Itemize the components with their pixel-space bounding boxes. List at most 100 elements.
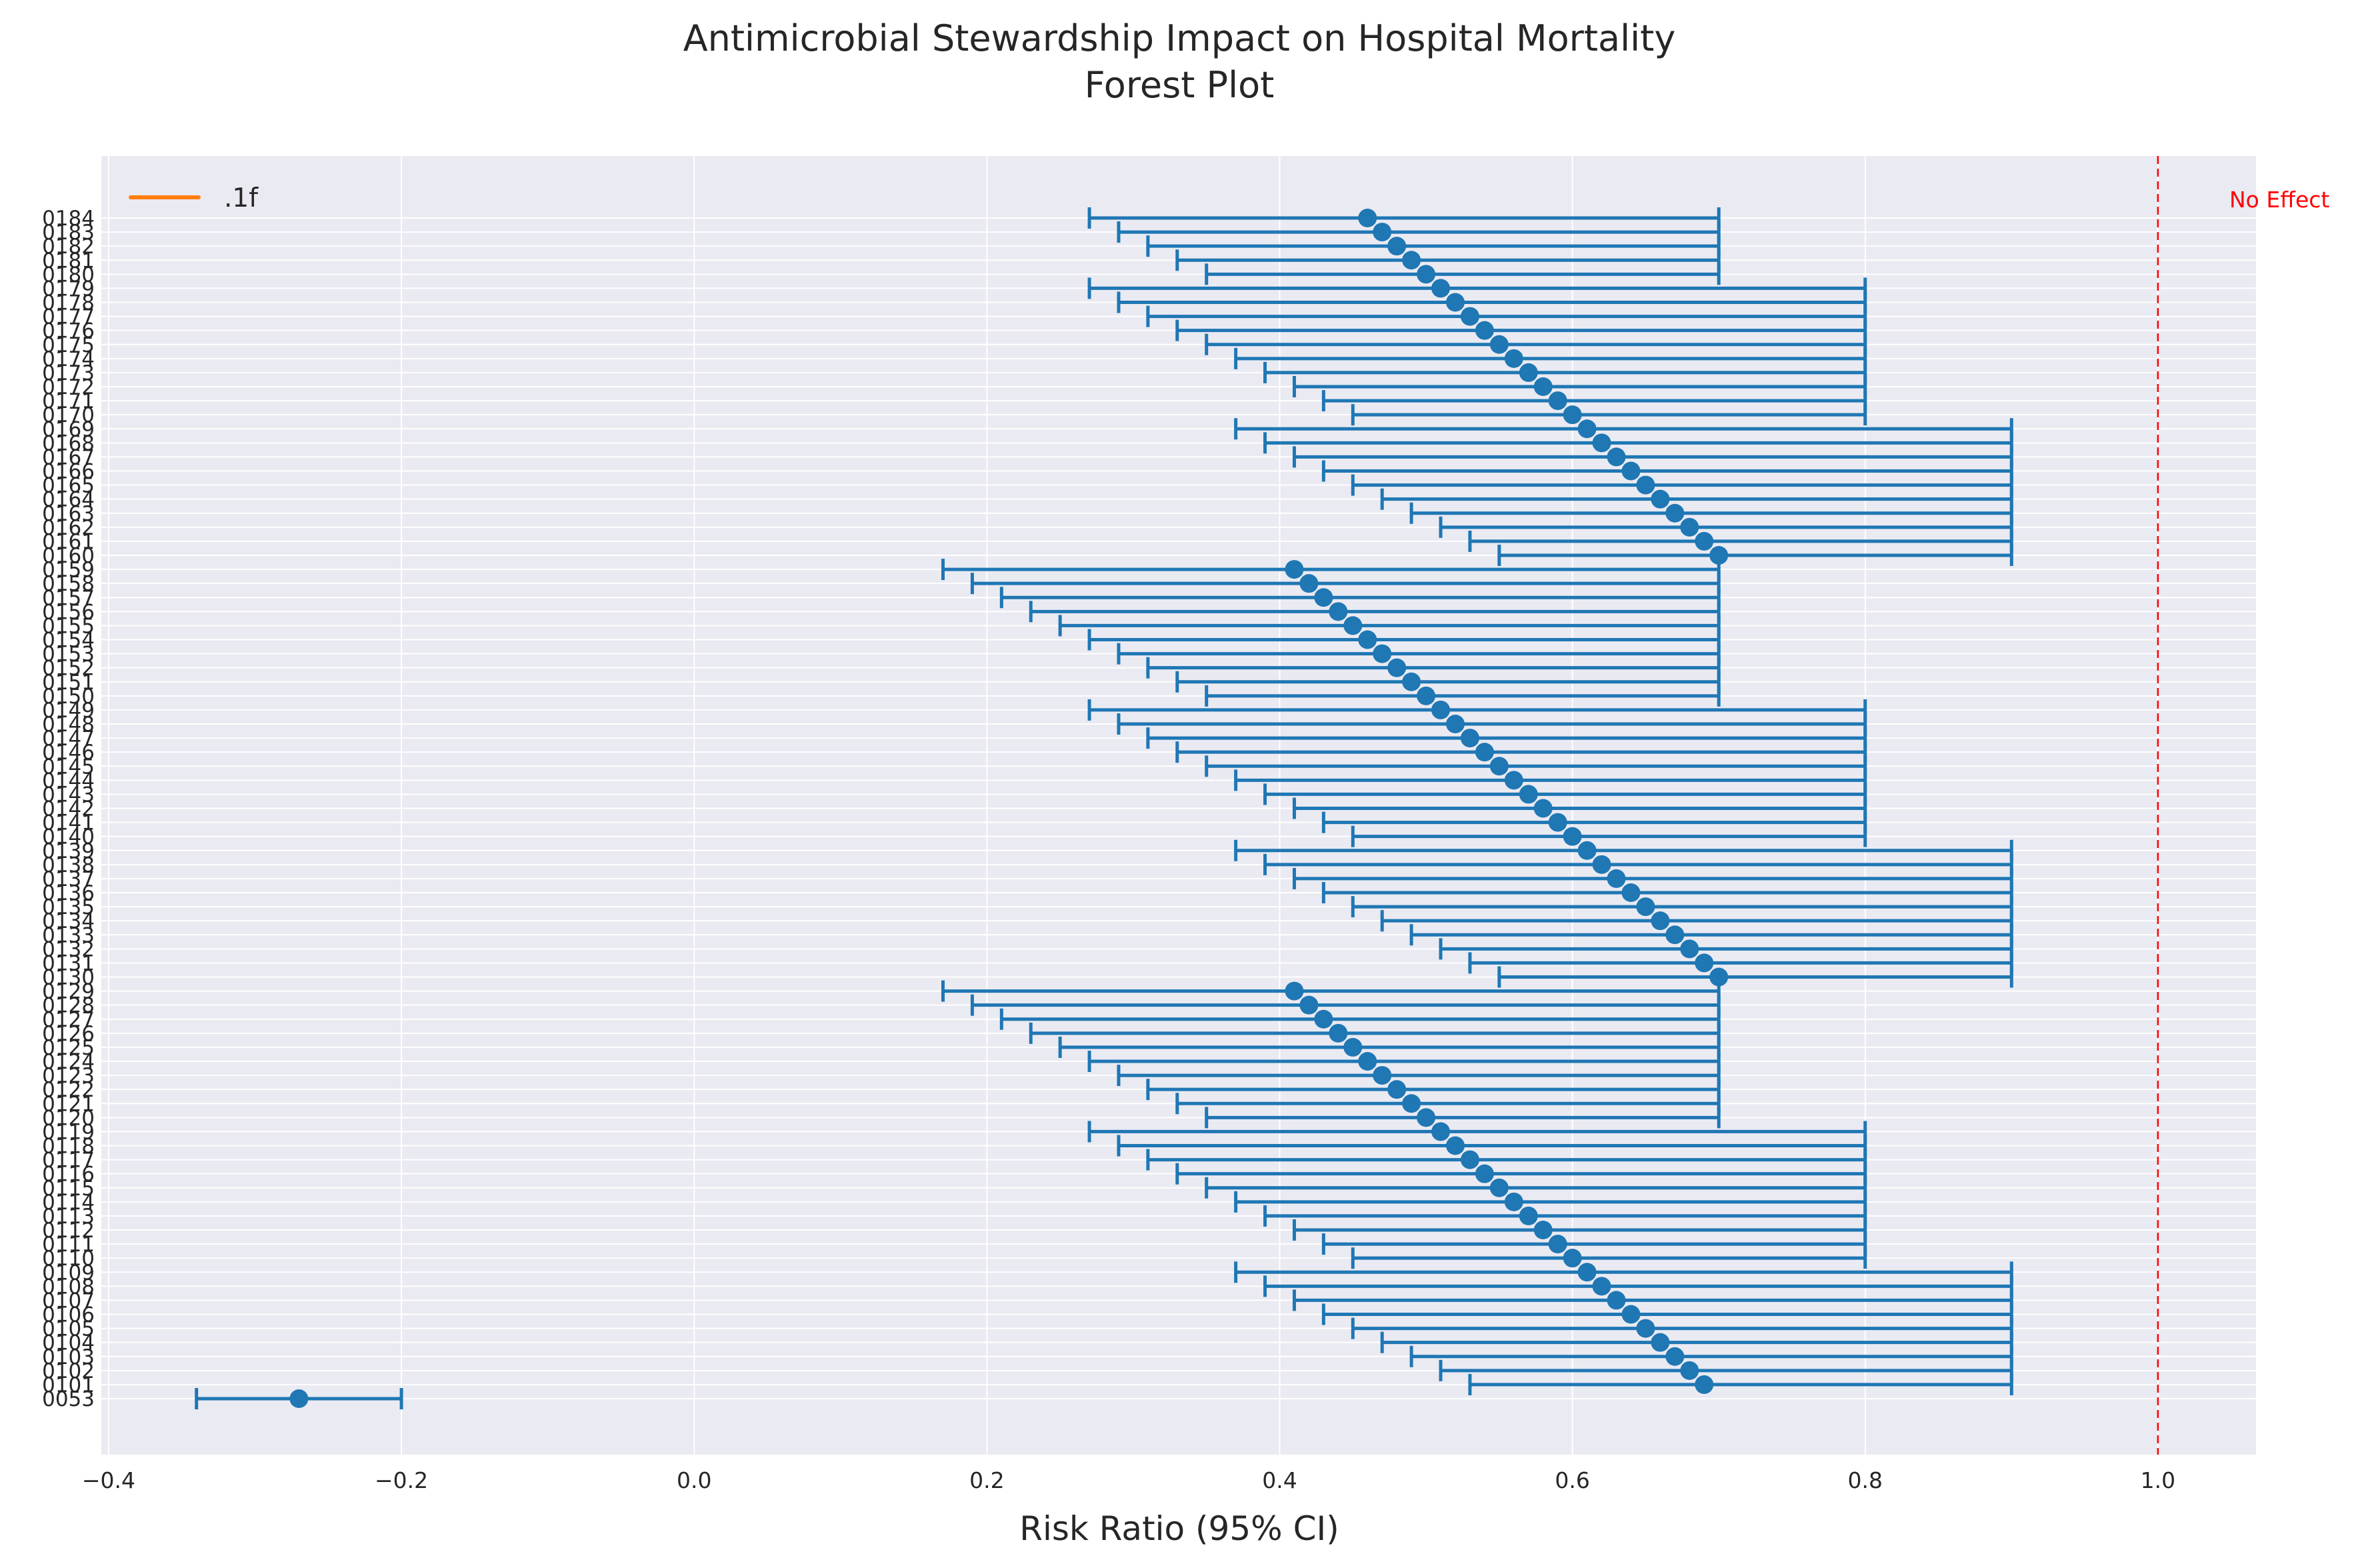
study-0164: [1380, 488, 2013, 510]
x-tick-label: 0.4: [1262, 1467, 1297, 1493]
point-estimate: [1665, 503, 1685, 523]
point-estimate: [1592, 433, 1611, 453]
study-0172: [1292, 376, 1867, 397]
point-estimate: [1475, 1164, 1494, 1183]
point-estimate: [1402, 1094, 1421, 1113]
y-tick-label: 0179: [42, 277, 95, 301]
y-tick-label: 0135: [42, 895, 95, 919]
y-tick-label: 0123: [42, 1064, 95, 1088]
y-tick-label: 0157: [42, 586, 95, 610]
point-estimate: [1563, 1249, 1582, 1268]
y-tick-label: 0107: [42, 1289, 95, 1313]
x-tick-label: −0.2: [375, 1467, 428, 1493]
y-tick-label: 0152: [42, 657, 95, 681]
study-0176: [1175, 319, 1867, 341]
point-estimate: [1636, 475, 1655, 495]
point-estimate: [1387, 237, 1407, 256]
chart-title-line-1: Antimicrobial Stewardship Impact on Hosp…: [683, 17, 1676, 59]
y-tick-label: 0170: [42, 403, 95, 427]
plot-area-background: [101, 156, 2256, 1455]
point-estimate: [1533, 377, 1553, 396]
point-estimate: [1445, 715, 1465, 733]
study-0181: [1175, 249, 1721, 271]
x-tick-label: 0.2: [969, 1467, 1004, 1493]
y-tick-label: 0116: [42, 1163, 95, 1187]
study-0127: [999, 1008, 1721, 1030]
study-0171: [1321, 390, 1867, 412]
point-estimate: [1504, 349, 1523, 368]
y-tick-label: 0124: [42, 1050, 95, 1074]
point-estimate: [1577, 1263, 1597, 1282]
legend-entry-label: .1f: [224, 183, 259, 213]
y-tick-label: 0178: [42, 291, 95, 315]
y-tick-label: 0142: [42, 797, 95, 821]
y-tick-label: 0172: [42, 375, 95, 399]
y-tick-label: 0171: [42, 389, 95, 413]
study-0158: [970, 573, 1721, 595]
y-tick-label: 0110: [42, 1247, 95, 1271]
study-0104: [1380, 1331, 2013, 1353]
y-tick-label: 0106: [42, 1303, 95, 1327]
point-estimate: [1299, 574, 1319, 593]
y-tick-label: 0121: [42, 1092, 95, 1116]
point-estimate: [1709, 967, 1729, 987]
study-0107: [1292, 1289, 2013, 1311]
point-estimate: [1417, 265, 1436, 284]
point-estimate: [1695, 1375, 1714, 1394]
point-estimate: [1343, 616, 1363, 635]
x-tick-label: 0.0: [677, 1467, 711, 1493]
point-estimate: [1636, 897, 1655, 917]
point-estimate: [1519, 363, 1538, 382]
y-tick-label: 0102: [42, 1359, 95, 1383]
y-tick-label: 0147: [42, 727, 95, 751]
study-0154: [1087, 629, 1721, 651]
y-tick-label: 0167: [42, 445, 95, 469]
y-tick-label: 0133: [42, 923, 95, 947]
study-0162: [1439, 516, 2013, 538]
point-estimate: [1475, 321, 1494, 340]
y-tick-label: 0132: [42, 937, 95, 961]
y-tick-labels: 0053010101020103010401050106010701080109…: [42, 207, 95, 1411]
point-estimate: [1665, 1347, 1685, 1366]
y-tick-label: 0149: [42, 699, 95, 723]
study-0161: [1468, 530, 2013, 552]
point-estimate: [1592, 855, 1611, 874]
legend: .1f: [129, 183, 259, 213]
y-tick-label: 0125: [42, 1036, 95, 1060]
point-estimate: [1343, 1037, 1363, 1057]
study-0174: [1234, 347, 1867, 369]
point-estimate: [1665, 925, 1685, 945]
y-tick-label: 0143: [42, 783, 95, 807]
y-tick-label: 0136: [42, 881, 95, 905]
study-0135: [1351, 896, 2013, 918]
y-tick-label: 0105: [42, 1317, 95, 1341]
study-0147: [1146, 727, 1867, 749]
study-0119: [1087, 1121, 1867, 1143]
point-estimate: [1460, 1150, 1479, 1169]
point-estimate: [1519, 785, 1538, 804]
y-tick-label: 0140: [42, 825, 95, 849]
study-0139: [1234, 839, 2013, 861]
study-0124: [1087, 1051, 1721, 1072]
point-estimate: [1489, 335, 1509, 354]
y-tick-label: 0155: [42, 614, 95, 638]
point-estimate: [1299, 995, 1319, 1015]
point-estimate: [1431, 700, 1451, 719]
y-tick-label: 0139: [42, 839, 95, 863]
y-tick-label: 0159: [42, 558, 95, 582]
y-tick-label: 0150: [42, 685, 95, 709]
y-tick-label: 0138: [42, 853, 95, 877]
study-0108: [1263, 1275, 2013, 1297]
y-tick-label: 0101: [42, 1373, 95, 1397]
point-estimate: [1533, 799, 1553, 818]
y-tick-label: 0127: [42, 1008, 95, 1032]
point-estimate: [1489, 1178, 1509, 1197]
point-estimate: [1636, 1319, 1655, 1338]
study-0144: [1234, 769, 1867, 791]
point-estimate: [1680, 939, 1699, 959]
point-estimate: [1709, 546, 1729, 565]
y-tick-label: 0141: [42, 811, 95, 835]
point-estimate: [289, 1389, 309, 1408]
study-0053: [195, 1388, 403, 1409]
